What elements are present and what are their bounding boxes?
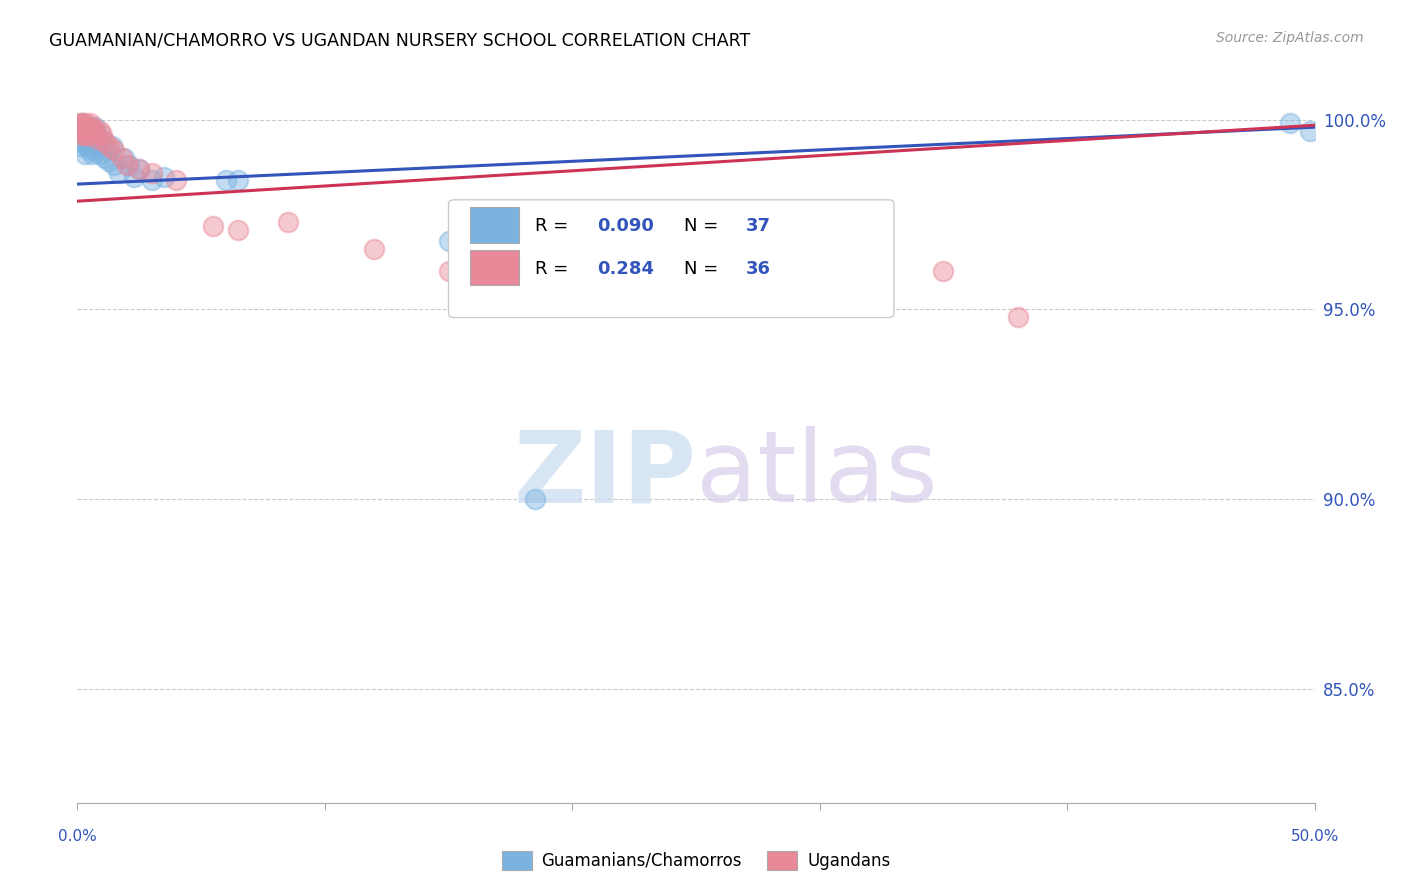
Text: 0.0%: 0.0% xyxy=(58,830,97,845)
Point xyxy=(437,234,460,248)
Point xyxy=(89,124,111,138)
Point xyxy=(1298,124,1320,138)
Point xyxy=(215,173,238,187)
Point xyxy=(96,143,118,157)
Point xyxy=(76,128,98,142)
Point xyxy=(79,124,101,138)
Text: 0.090: 0.090 xyxy=(598,218,654,235)
Point xyxy=(83,143,105,157)
Point xyxy=(76,120,98,135)
Point xyxy=(73,128,96,142)
Point xyxy=(72,136,94,150)
Point xyxy=(91,131,114,145)
Point xyxy=(153,169,176,184)
Point xyxy=(89,146,111,161)
Point xyxy=(202,219,225,233)
Point xyxy=(226,173,249,187)
Point xyxy=(73,124,96,138)
Point xyxy=(610,264,633,278)
Legend: Guamanians/Chamorros, Ugandans: Guamanians/Chamorros, Ugandans xyxy=(495,844,897,877)
Point xyxy=(141,173,163,187)
Point xyxy=(79,120,101,135)
Text: 50.0%: 50.0% xyxy=(1291,830,1339,845)
Point xyxy=(277,215,299,229)
Point xyxy=(69,116,91,130)
Point xyxy=(79,143,101,157)
Text: N =: N = xyxy=(683,260,724,278)
Point xyxy=(610,219,633,233)
Point xyxy=(93,136,115,150)
Text: N =: N = xyxy=(683,218,724,235)
Point xyxy=(98,154,121,169)
Point xyxy=(73,146,96,161)
Point xyxy=(932,264,955,278)
Point xyxy=(111,151,134,165)
Point xyxy=(72,116,94,130)
Point xyxy=(103,143,125,157)
Point xyxy=(72,116,94,130)
Point xyxy=(437,264,460,278)
Point xyxy=(1278,116,1301,130)
Point xyxy=(72,128,94,142)
Point xyxy=(69,139,91,153)
Point xyxy=(69,124,91,138)
Point xyxy=(86,139,108,153)
Point xyxy=(108,166,131,180)
Point xyxy=(512,284,534,298)
FancyBboxPatch shape xyxy=(470,207,519,243)
Point xyxy=(69,120,91,135)
Text: R =: R = xyxy=(536,218,574,235)
Point xyxy=(73,116,96,130)
Point xyxy=(226,222,249,236)
FancyBboxPatch shape xyxy=(449,200,894,318)
Point xyxy=(93,151,115,165)
Text: R =: R = xyxy=(536,260,574,278)
Point xyxy=(76,120,98,135)
Point xyxy=(86,131,108,145)
Point xyxy=(115,158,138,172)
Text: 37: 37 xyxy=(745,218,770,235)
Point xyxy=(98,139,121,153)
Point xyxy=(82,124,104,138)
Text: 0.284: 0.284 xyxy=(598,260,654,278)
Text: Source: ZipAtlas.com: Source: ZipAtlas.com xyxy=(1216,31,1364,45)
Text: GUAMANIAN/CHAMORRO VS UGANDAN NURSERY SCHOOL CORRELATION CHART: GUAMANIAN/CHAMORRO VS UGANDAN NURSERY SC… xyxy=(49,31,751,49)
Text: 36: 36 xyxy=(745,260,770,278)
Point xyxy=(561,227,583,241)
Point xyxy=(118,158,141,172)
Point xyxy=(141,166,163,180)
Point xyxy=(82,146,104,161)
Point xyxy=(72,120,94,135)
FancyBboxPatch shape xyxy=(470,250,519,285)
Text: ZIP: ZIP xyxy=(513,426,696,523)
Point xyxy=(82,120,104,135)
Point xyxy=(79,116,101,130)
Point xyxy=(112,151,135,165)
Point xyxy=(128,161,150,176)
Point xyxy=(103,158,125,172)
Point xyxy=(83,124,105,138)
Point xyxy=(128,161,150,176)
Point xyxy=(73,124,96,138)
Text: atlas: atlas xyxy=(696,426,938,523)
Point xyxy=(83,120,105,135)
Point xyxy=(91,128,114,142)
Point xyxy=(82,128,104,142)
Point xyxy=(524,492,547,507)
Point xyxy=(69,128,91,142)
Point xyxy=(1007,310,1029,324)
Point xyxy=(165,173,187,187)
Point xyxy=(101,139,124,153)
Point xyxy=(76,139,98,153)
Point xyxy=(363,242,385,256)
Point xyxy=(122,169,145,184)
